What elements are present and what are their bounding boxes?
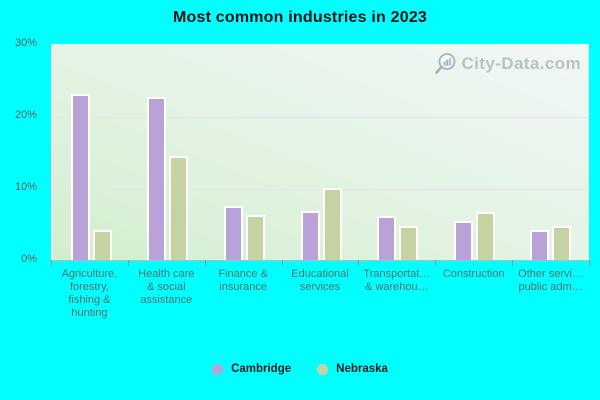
x-category-label: Other servi… public adm… [518,268,583,293]
watermark-text: City-Data.com [461,53,581,73]
watermark: City-Data.com [434,52,581,75]
bar-nebraska [322,188,342,260]
bar-nebraska [475,211,495,260]
bar-group [283,45,360,260]
bar-cambridge [530,229,550,260]
x-category-label: Finance & insurance [218,268,268,293]
bar-cambridge [377,215,397,260]
gridline [53,189,589,190]
bar-nebraska [399,225,419,260]
bar-cambridge [70,94,90,260]
bar-group [436,45,513,260]
legend-swatch-nebraska [317,363,329,375]
bar-group [206,45,283,260]
x-tick [127,260,129,266]
bar-group [512,45,589,260]
x-category-label: Construction [442,268,505,280]
x-category-label: Agriculture, forestry, fishing & hunting [61,268,118,319]
bar-cambridge [453,220,473,260]
gridline [53,117,589,118]
x-tick [512,260,514,266]
bar-nebraska [552,226,572,260]
x-tick [589,260,590,266]
legend-swatch-cambridge [212,363,224,375]
chart-title: Most common industries in 2023 [172,9,428,26]
bars-container [53,45,589,260]
x-category-label: Health care & social assistance [138,268,195,306]
y-tick-label: 20% [14,109,37,121]
x-tick [51,260,52,266]
x-tick [281,260,283,266]
plot-area: City-Data.com [51,44,589,260]
magnifier-chart-icon [434,52,457,75]
bar-cambridge [223,206,243,260]
bar-group [359,45,436,260]
legend-item-nebraska: Nebraska [317,363,388,375]
bar-cambridge [147,96,167,260]
y-tick-label: 0% [21,253,37,265]
legend-item-cambridge: Cambridge [212,363,291,375]
x-tick [204,260,206,266]
bar-nebraska [169,156,189,260]
bar-nebraska [92,229,112,260]
legend-label-nebraska: Nebraska [336,363,388,375]
y-tick-label: 10% [14,181,37,193]
x-tick [435,260,437,266]
bar-cambridge [300,210,320,260]
y-tick-label: 30% [14,37,37,49]
legend: Cambridge Nebraska [0,363,600,375]
x-axis-line [51,260,589,261]
bar-nebraska [245,214,265,260]
bar-group [53,45,130,260]
legend-label-cambridge: Cambridge [231,363,292,375]
x-category-label: Educational services [291,268,349,293]
x-tick [358,260,360,266]
x-category-label: Transportat… & warehou… [363,268,431,293]
bar-group [130,45,207,260]
